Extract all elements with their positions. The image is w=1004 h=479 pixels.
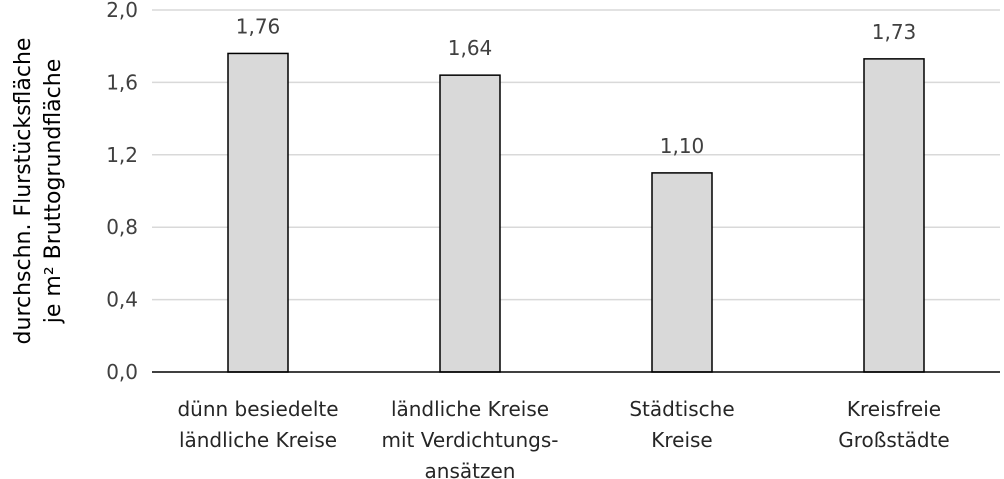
bar <box>863 58 925 373</box>
data-label: 1,10 <box>660 134 705 158</box>
y-tick-label: 0,8 <box>106 215 138 239</box>
category-labels: dünn besiedelte ländliche Kreise ländliche… <box>177 397 949 479</box>
category-label: Kreisfreie <box>847 397 941 421</box>
y-axis-ticks: 0,0 0,4 0,8 1,2 1,6 2,0 <box>106 0 138 384</box>
y-tick-label: 2,0 <box>106 0 138 22</box>
y-tick-label: 0,4 <box>106 288 138 312</box>
y-tick-label: 1,2 <box>106 143 138 167</box>
data-label: 1,73 <box>872 20 917 44</box>
y-axis-title: durchschn. Flurstücksfläche je m² Bruttog… <box>11 38 66 345</box>
y-tick-label: 1,6 <box>106 70 138 94</box>
category-label: ländliche Kreise <box>391 397 549 421</box>
data-labels: 1,76 1,64 1,10 1,73 <box>236 14 917 157</box>
gridlines <box>152 9 1000 301</box>
category-label: Großstädte <box>838 428 949 452</box>
y-tick-label: 0,0 <box>106 360 138 384</box>
category-label: dünn besiedelte <box>177 397 338 421</box>
y-axis-title-line: durchschn. Flurstücksfläche <box>11 38 36 345</box>
bars <box>227 52 925 373</box>
data-label: 1,76 <box>236 14 281 38</box>
bar <box>439 74 501 373</box>
category-label: ansätzen <box>425 459 516 479</box>
data-label: 1,64 <box>448 36 493 60</box>
bar <box>227 52 289 373</box>
category-label: Kreise <box>651 428 712 452</box>
category-label: mit Verdichtungs- <box>382 428 559 452</box>
category-label: ländliche Kreise <box>179 428 337 452</box>
category-label: Städtische <box>629 397 734 421</box>
bar <box>651 172 713 373</box>
y-axis-title-line: je m² Bruttogrundfläche <box>41 59 66 324</box>
